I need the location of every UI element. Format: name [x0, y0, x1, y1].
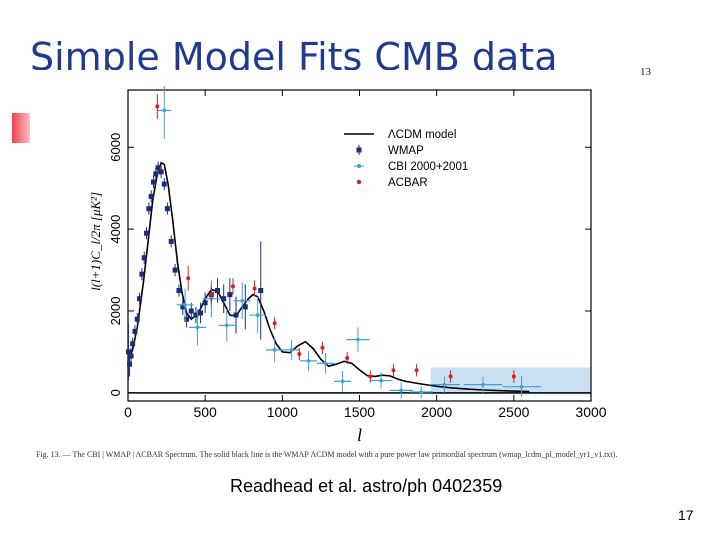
wmap-point: [127, 361, 133, 367]
cbi-point: [224, 323, 229, 328]
acbar-point: [272, 321, 277, 326]
wmap-point: [176, 288, 182, 294]
figure-page-number: 13: [640, 66, 651, 78]
cbi-point: [323, 361, 328, 366]
wmap-point: [202, 300, 208, 306]
y-tick-label: 6000: [108, 133, 123, 162]
acbar-point: [155, 104, 160, 109]
wmap-point: [168, 238, 174, 244]
cbi-point: [272, 348, 277, 352]
wmap-point: [221, 296, 227, 302]
legend-cbi-swatch: [357, 164, 361, 168]
x-tick-label: 0: [124, 404, 132, 420]
wmap-point: [139, 271, 145, 277]
cbi-point: [379, 378, 383, 383]
cbi-point: [481, 382, 485, 387]
wmap-point: [180, 304, 186, 310]
y-tick-label: 0: [108, 389, 123, 396]
x-tick-label: 2000: [421, 404, 452, 420]
y-tick-label: 2000: [108, 297, 123, 326]
slide-number: 17: [678, 507, 694, 523]
plot-frame: [127, 89, 592, 402]
wmap-point: [134, 316, 140, 322]
legend-label: ΛCDM model: [388, 129, 456, 141]
acbar-point: [297, 351, 302, 356]
wmap-point: [130, 341, 136, 347]
wmap-point: [161, 181, 167, 187]
cbi-point: [519, 384, 524, 389]
wmap-point: [242, 304, 248, 310]
legend-wmap-swatch: [356, 147, 362, 153]
x-axis-label: l: [357, 425, 362, 445]
cbi-point: [162, 108, 167, 113]
wmap-point: [155, 165, 161, 171]
acbar-point: [209, 292, 214, 297]
acbar-point: [391, 368, 396, 373]
wmap-point: [193, 312, 199, 318]
shaded-error-band: [430, 367, 591, 395]
wmap-point: [144, 230, 150, 236]
acbar-point: [230, 284, 235, 289]
legend-label: CBI 2000+2001: [388, 161, 468, 173]
slide-title: Simple Model Fits CMB data: [30, 35, 558, 70]
acbar-point: [186, 276, 191, 281]
cbi-point: [340, 379, 345, 384]
cbi-point: [306, 359, 311, 363]
cbi-point: [195, 325, 200, 330]
y-axis-label: l(l+1)C_l/2π [μK²]: [88, 192, 103, 291]
y-tick-label: 4000: [108, 215, 123, 244]
wmap-point: [141, 255, 147, 261]
wmap-point: [188, 308, 194, 314]
cbi-point: [240, 298, 245, 303]
wmap-point: [172, 267, 178, 273]
wmap-point: [150, 179, 156, 185]
cbi-point: [255, 313, 260, 317]
legend-label: ACBAR: [388, 177, 428, 189]
cbi-point: [183, 303, 187, 307]
wmap-point: [198, 310, 204, 316]
wmap-point: [258, 288, 264, 294]
acbar-point: [448, 374, 453, 379]
x-tick-label: 3000: [575, 404, 606, 420]
wmap-point: [132, 328, 138, 334]
wmap-point: [164, 206, 170, 212]
legend-acbar-swatch: [356, 179, 362, 185]
cbi-point: [419, 390, 424, 394]
cbi-point: [356, 337, 360, 342]
acbar-point: [320, 345, 325, 350]
acbar-point: [252, 286, 257, 291]
wmap-point: [233, 312, 239, 318]
wmap-point: [128, 353, 134, 359]
acbar-point: [414, 368, 419, 373]
x-tick-label: 2500: [498, 404, 529, 420]
cmb-power-spectrum-chart: 0 500 1000 1500 2000 2500 3000 0 2000 4000 6000 l l(…: [88, 86, 607, 445]
wmap-point: [125, 349, 131, 355]
acbar-point: [345, 356, 350, 361]
acbar-point: [511, 374, 516, 379]
wmap-point: [137, 296, 143, 302]
x-tick-label: 1500: [344, 404, 375, 420]
x-tick-label: 1000: [267, 404, 298, 420]
acbar-point: [368, 374, 373, 379]
wmap-point: [227, 292, 233, 298]
citation: Readhead et al. astro/ph 0402359: [230, 476, 503, 496]
wmap-point: [148, 193, 154, 199]
figure-caption: Fig. 13. — The CBI | WMAP | ACBAR Spectr…: [36, 450, 618, 459]
wmap-point: [184, 316, 190, 322]
cbi-point: [442, 382, 447, 387]
decorative-bar: [12, 113, 30, 143]
x-tick-label: 500: [193, 404, 217, 420]
wmap-point: [158, 169, 164, 175]
cbi-point: [399, 388, 403, 393]
cbi-point: [289, 348, 294, 352]
wmap-point: [215, 288, 221, 294]
wmap-point: [153, 171, 159, 177]
legend-label: WMAP: [388, 145, 424, 157]
wmap-point: [146, 206, 152, 212]
